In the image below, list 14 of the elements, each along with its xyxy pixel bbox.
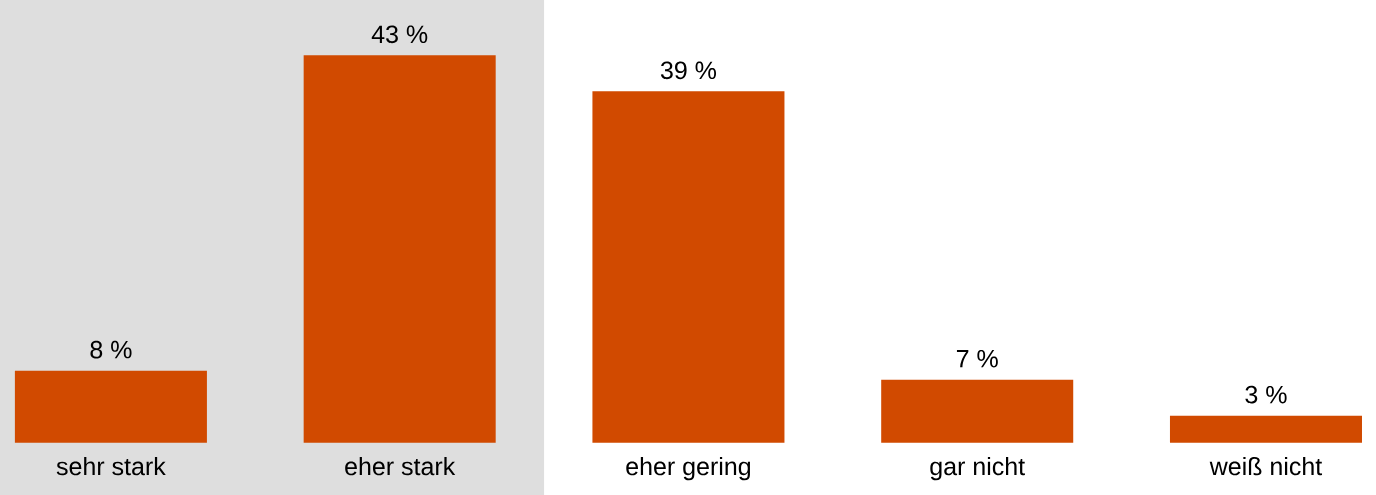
x-tick-label: sehr stark	[56, 456, 166, 476]
x-tick-label: weiß nicht	[1209, 456, 1323, 476]
data-label: 8 %	[90, 340, 132, 359]
x-tick-label: gar nicht	[930, 456, 1025, 481]
bar	[1169, 415, 1362, 443]
bar	[881, 379, 1074, 443]
bar	[14, 370, 207, 443]
bar	[592, 91, 785, 443]
data-label: 3 %	[1245, 385, 1287, 404]
data-label: 7 %	[956, 349, 998, 368]
x-tick-label: eher stark	[345, 456, 456, 476]
data-label: 39 %	[660, 61, 717, 80]
x-tick-label: eher gering	[626, 456, 751, 481]
data-label: 43 %	[371, 25, 428, 44]
